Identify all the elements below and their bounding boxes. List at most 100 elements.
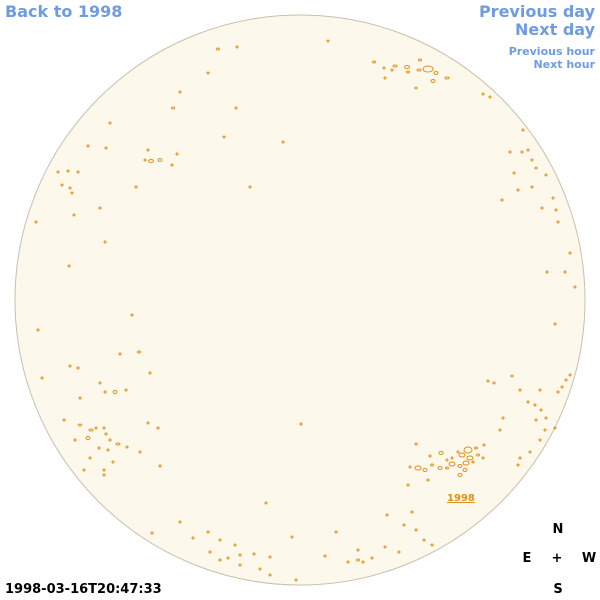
- magnetic-contour: [539, 408, 543, 412]
- magnetic-contour: [538, 388, 542, 392]
- magnetic-contour: [544, 416, 548, 420]
- magnetic-contour: [471, 460, 475, 464]
- magnetic-contour: [356, 558, 360, 562]
- magnetic-contour: [60, 183, 64, 187]
- magnetic-contour: [356, 548, 360, 552]
- magnetic-contour: [148, 371, 152, 375]
- magnetic-contours: [34, 39, 577, 582]
- magnetic-contour: [444, 76, 450, 80]
- magnetic-contour: [463, 446, 473, 454]
- magnetic-contour: [430, 79, 436, 83]
- magnetic-contour: [518, 388, 522, 392]
- magnetic-contour: [526, 400, 530, 404]
- magnetic-contour: [76, 170, 80, 174]
- magnetic-contour: [222, 135, 226, 139]
- magnetic-contour: [258, 567, 262, 571]
- magnetic-contour: [102, 426, 106, 430]
- magnetic-contour: [414, 528, 418, 532]
- magnetic-contour: [178, 520, 182, 524]
- magnetic-contour: [518, 456, 522, 460]
- magnetic-contour: [457, 464, 463, 468]
- magnetic-contour: [290, 535, 294, 539]
- magnetic-contour: [416, 68, 422, 72]
- compass-south: S: [553, 582, 563, 597]
- magnetic-contour: [361, 560, 365, 564]
- magnetic-contour: [218, 538, 222, 542]
- magnetic-contour: [334, 530, 338, 534]
- magnetic-contour: [430, 543, 434, 547]
- magnetic-contour: [233, 543, 237, 547]
- magnetic-contour: [402, 523, 406, 527]
- magnetic-contour: [521, 128, 525, 132]
- compass-east: E: [522, 551, 532, 566]
- magnetic-contour: [323, 554, 327, 558]
- magnetic-contour: [294, 578, 298, 582]
- magnetic-contour: [382, 66, 386, 70]
- magnetic-contour: [560, 385, 564, 389]
- magnetic-contour: [510, 374, 514, 378]
- magnetic-contour: [112, 390, 118, 394]
- magnetic-contour: [530, 185, 534, 189]
- magnetic-contour: [528, 450, 532, 454]
- magnetic-contour: [82, 468, 86, 472]
- magnetic-contour: [218, 558, 222, 562]
- magnetic-contour: [85, 436, 91, 440]
- magnetic-contour: [36, 328, 40, 332]
- magnetic-contour: [148, 159, 154, 163]
- magnetic-contour: [488, 95, 492, 99]
- magnetic-contour: [462, 460, 470, 466]
- magnetic-contour: [428, 454, 432, 458]
- magnetic-contour: [94, 426, 98, 430]
- magnetic-contour: [534, 418, 538, 422]
- previous-hour-link[interactable]: Previous hour: [508, 45, 595, 58]
- magnetic-contour: [124, 388, 128, 392]
- magnetic-contour: [326, 39, 330, 43]
- magnetic-contour: [171, 106, 175, 110]
- magnetic-contour: [520, 150, 524, 154]
- magnetic-contour: [422, 65, 434, 73]
- magnetic-contour: [397, 550, 401, 554]
- magnetic-contour: [383, 76, 387, 80]
- magnetic-contour: [216, 47, 220, 51]
- magnetic-contour: [175, 152, 179, 156]
- magnetic-contour: [72, 213, 76, 217]
- next-hour-link[interactable]: Next hour: [533, 58, 596, 71]
- previous-day-link[interactable]: Previous day: [478, 2, 595, 21]
- magnetic-contour: [191, 536, 195, 540]
- magnetic-contour: [170, 163, 174, 167]
- magnetic-contour: [568, 251, 572, 255]
- magnetic-contour: [437, 466, 443, 470]
- magnetic-contour: [146, 148, 150, 152]
- back-to-year-link[interactable]: Back to 1998: [5, 2, 123, 21]
- next-day-link[interactable]: Next day: [515, 20, 595, 39]
- magnetic-contour: [40, 376, 44, 380]
- magnetic-contour: [208, 550, 212, 554]
- magnetic-contour: [406, 70, 410, 74]
- magnetic-contour: [206, 71, 210, 75]
- magnetic-contour: [226, 556, 230, 560]
- magnetic-contour: [526, 148, 530, 152]
- magnetic-contour: [150, 531, 154, 535]
- magnetic-contour: [78, 423, 82, 427]
- magnetic-contour: [422, 538, 426, 542]
- magnetic-contour: [103, 390, 107, 394]
- magnetic-contour: [299, 422, 303, 426]
- magnetic-contour: [146, 421, 150, 425]
- magnetic-contour: [86, 144, 90, 148]
- magnetic-contour: [556, 220, 560, 224]
- magnetic-contour: [235, 45, 239, 49]
- magnetic-contour: [458, 452, 466, 458]
- magnetic-contour: [430, 463, 434, 467]
- compass-north: N: [552, 522, 564, 537]
- active-region-link[interactable]: 1998: [447, 493, 475, 504]
- magnetic-contour: [543, 428, 547, 432]
- magnetic-contour: [88, 428, 94, 432]
- magnetic-contour: [482, 443, 486, 447]
- magnetic-contour: [156, 426, 160, 430]
- magnetic-contour: [500, 198, 504, 202]
- magnetic-contour: [158, 464, 162, 468]
- magnetic-contour: [118, 352, 122, 356]
- magnetic-contour: [73, 438, 77, 442]
- magnetic-contour: [62, 418, 66, 422]
- magnetic-contour: [512, 171, 516, 175]
